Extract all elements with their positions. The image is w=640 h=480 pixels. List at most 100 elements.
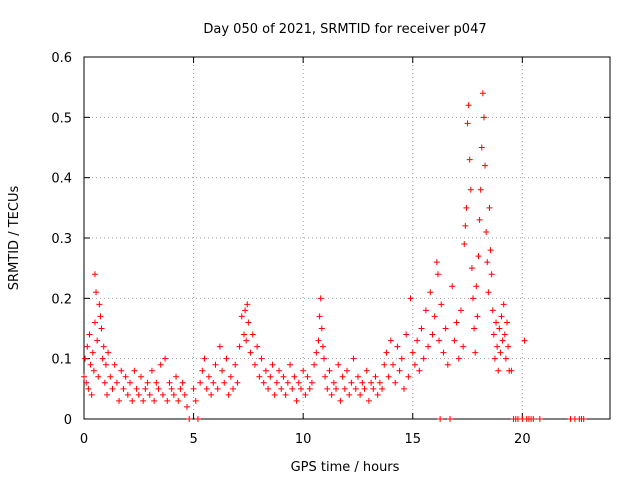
data-point xyxy=(216,343,223,350)
data-point xyxy=(429,331,436,338)
data-point xyxy=(496,325,503,332)
data-point xyxy=(221,379,228,386)
data-point xyxy=(498,313,505,320)
data-point xyxy=(480,114,487,121)
data-point xyxy=(335,361,342,368)
data-point xyxy=(88,391,95,398)
data-point xyxy=(346,391,353,398)
data-point xyxy=(442,325,449,332)
data-point xyxy=(479,90,486,97)
data-point xyxy=(146,391,153,398)
data-point xyxy=(580,416,587,422)
data-point xyxy=(300,367,307,374)
data-point xyxy=(427,289,434,296)
data-point xyxy=(87,361,94,368)
data-point xyxy=(407,295,414,302)
data-point xyxy=(472,349,479,356)
data-point xyxy=(470,295,477,302)
data-point xyxy=(194,416,201,422)
data-point xyxy=(120,385,127,392)
data-point xyxy=(370,385,377,392)
data-point xyxy=(403,331,410,338)
data-point xyxy=(186,416,193,422)
data-point xyxy=(177,385,184,392)
data-point xyxy=(142,385,149,392)
data-point xyxy=(254,343,261,350)
data-point xyxy=(293,397,300,404)
data-point xyxy=(350,355,357,362)
data-point xyxy=(425,343,432,350)
data-point xyxy=(449,283,456,290)
data-point xyxy=(316,313,323,320)
data-point xyxy=(390,361,397,368)
data-point xyxy=(363,367,370,374)
data-point xyxy=(455,355,462,362)
data-point xyxy=(94,337,101,344)
x-tick-label: 0 xyxy=(80,432,88,447)
data-point xyxy=(341,385,348,392)
data-point xyxy=(181,391,188,398)
data-point xyxy=(392,379,399,386)
data-point xyxy=(536,416,543,422)
data-point xyxy=(483,228,490,235)
data-point xyxy=(93,289,100,296)
data-point xyxy=(100,343,107,350)
x-tick-label: 20 xyxy=(514,432,531,447)
y-tick-label: 0.2 xyxy=(51,292,72,307)
y-axis-label: SRMTID / TECUs xyxy=(7,186,22,291)
data-point xyxy=(478,144,485,151)
data-point xyxy=(153,379,160,386)
data-point xyxy=(297,385,304,392)
data-point xyxy=(97,313,104,320)
data-point xyxy=(82,355,89,362)
data-point xyxy=(258,355,265,362)
data-point xyxy=(162,355,169,362)
data-point xyxy=(440,349,447,356)
data-point xyxy=(256,373,263,380)
data-point xyxy=(433,259,440,266)
data-point xyxy=(124,391,131,398)
tick-labels: 0 0.1 0.2 0.3 0.4 0.5 0.6 0 5 10 15 20 xyxy=(51,51,530,447)
data-point xyxy=(129,397,136,404)
data-point xyxy=(306,385,313,392)
data-point xyxy=(357,391,364,398)
data-point xyxy=(225,391,232,398)
data-point xyxy=(190,385,197,392)
data-point xyxy=(398,355,405,362)
data-point xyxy=(324,385,331,392)
data-point xyxy=(91,271,98,278)
data-point xyxy=(328,391,335,398)
data-point xyxy=(420,355,427,362)
data-point xyxy=(242,307,249,314)
data-point xyxy=(319,343,326,350)
data-point xyxy=(521,337,528,344)
data-point xyxy=(104,391,111,398)
data-point xyxy=(372,373,379,380)
y-tick-label: 0 xyxy=(64,413,72,428)
data-point xyxy=(262,367,269,374)
data-point xyxy=(466,156,473,163)
data-point xyxy=(287,361,294,368)
data-point xyxy=(230,385,237,392)
data-point xyxy=(251,361,258,368)
data-point xyxy=(463,204,470,211)
data-point xyxy=(276,367,283,374)
data-point xyxy=(232,361,239,368)
data-point xyxy=(348,379,355,386)
data-point xyxy=(317,295,324,302)
data-point xyxy=(451,337,458,344)
data-point xyxy=(140,397,147,404)
data-point xyxy=(468,265,475,272)
x-axis-label: GPS time / hours xyxy=(291,460,400,475)
data-point xyxy=(488,271,495,278)
data-point xyxy=(495,367,502,374)
data-point xyxy=(337,397,344,404)
data-point xyxy=(159,391,166,398)
data-point xyxy=(330,379,337,386)
data-point xyxy=(352,385,359,392)
data-point xyxy=(436,337,443,344)
y-tick-label: 0.1 xyxy=(51,353,72,368)
data-point xyxy=(322,373,329,380)
data-point xyxy=(502,355,509,362)
x-tick-label: 10 xyxy=(295,432,312,447)
